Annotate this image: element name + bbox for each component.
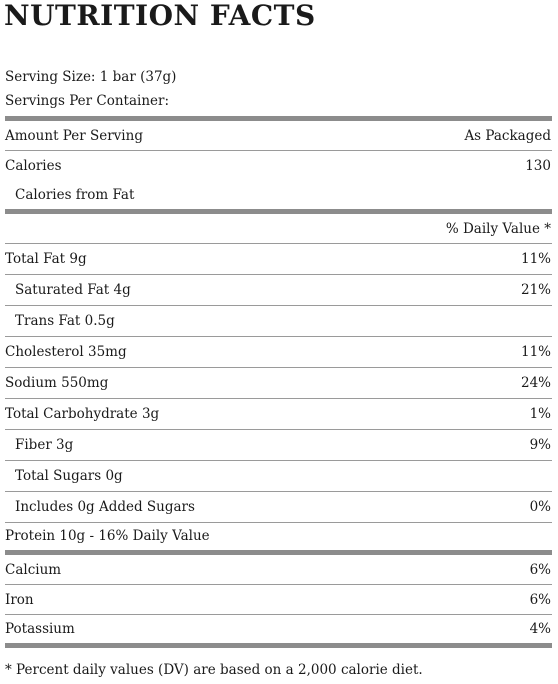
nutrient-row: Includes 0g Added Sugars 0% (5, 497, 551, 517)
mineral-dv: 6% (529, 562, 551, 578)
thin-divider (5, 398, 552, 399)
thin-divider (5, 491, 552, 492)
nutrient-row: Total Sugars 0g (5, 466, 551, 486)
servings-per-container: Servings Per Container: (5, 93, 170, 109)
thin-divider (5, 243, 552, 244)
mineral-label: Calcium (5, 562, 62, 578)
mineral-label: Iron (5, 592, 34, 608)
daily-value-footnote: * Percent daily values (DV) are based on… (5, 662, 423, 678)
thin-divider (5, 274, 552, 275)
nutrient-dv: 9% (529, 437, 551, 453)
nutrient-label: Total Sugars 0g (15, 468, 123, 484)
calories-from-fat-label: Calories from Fat (15, 187, 135, 203)
nutrient-dv: 21% (520, 282, 551, 298)
amount-per-serving: Amount Per Serving (5, 128, 143, 144)
thin-divider (5, 584, 552, 585)
mineral-dv: 4% (529, 621, 551, 637)
thick-divider (5, 643, 552, 648)
protein-label: Protein 10g - 16% Daily Value (5, 528, 210, 544)
nutrient-label: Sodium 550mg (5, 375, 109, 391)
nutrient-row: Total Fat 9g 11% (5, 249, 551, 269)
daily-value-header: % Daily Value * (445, 221, 551, 237)
thin-divider (5, 367, 552, 368)
mineral-label: Potassium (5, 621, 75, 637)
nutrient-row: Fiber 3g 9% (5, 435, 551, 455)
thick-divider (5, 550, 552, 555)
as-packaged: As Packaged (464, 128, 551, 144)
mineral-row: Potassium 4% (5, 619, 551, 639)
amount-header-row: Amount Per Serving As Packaged (5, 126, 551, 146)
thin-divider (5, 460, 552, 461)
calories-row: Calories 130 (5, 156, 551, 176)
nutrient-label: Fiber 3g (15, 437, 74, 453)
calories-label: Calories (5, 158, 62, 174)
nutrient-dv: 11% (520, 251, 551, 267)
nutrient-label: Saturated Fat 4g (15, 282, 131, 298)
serving-size: Serving Size: 1 bar (37g) (5, 69, 177, 85)
nutrient-row: Cholesterol 35mg 11% (5, 342, 551, 362)
nutrient-label: Cholesterol 35mg (5, 344, 127, 360)
nutrient-label: Total Carbohydrate 3g (5, 406, 160, 422)
thin-divider (5, 150, 552, 151)
calories-from-fat-row: Calories from Fat (5, 185, 551, 205)
thin-divider (5, 614, 552, 615)
mineral-row: Iron 6% (5, 590, 551, 610)
thin-divider (5, 305, 552, 306)
mineral-row: Calcium 6% (5, 560, 551, 580)
thin-divider (5, 336, 552, 337)
nutrient-label: Total Fat 9g (5, 251, 87, 267)
thick-divider (5, 116, 552, 121)
nutrient-row: Trans Fat 0.5g (5, 311, 551, 331)
label-title: NUTRITION FACTS (4, 0, 316, 32)
mineral-dv: 6% (529, 592, 551, 608)
thin-divider (5, 429, 552, 430)
nutrient-row: Saturated Fat 4g 21% (5, 280, 551, 300)
calories-value: 130 (525, 158, 551, 174)
nutrient-dv: 1% (529, 406, 551, 422)
nutrient-dv: 0% (529, 499, 551, 515)
daily-value-header-row: % Daily Value * (5, 219, 551, 239)
nutrient-dv: 24% (520, 375, 551, 391)
nutrient-label: Trans Fat 0.5g (15, 313, 115, 329)
nutrient-dv: 11% (520, 344, 551, 360)
nutrient-label: Includes 0g Added Sugars (15, 499, 195, 515)
thick-divider (5, 209, 552, 214)
protein-row: Protein 10g - 16% Daily Value (5, 526, 551, 546)
nutrient-row: Total Carbohydrate 3g 1% (5, 404, 551, 424)
thin-divider (5, 522, 552, 523)
nutrient-row: Sodium 550mg 24% (5, 373, 551, 393)
